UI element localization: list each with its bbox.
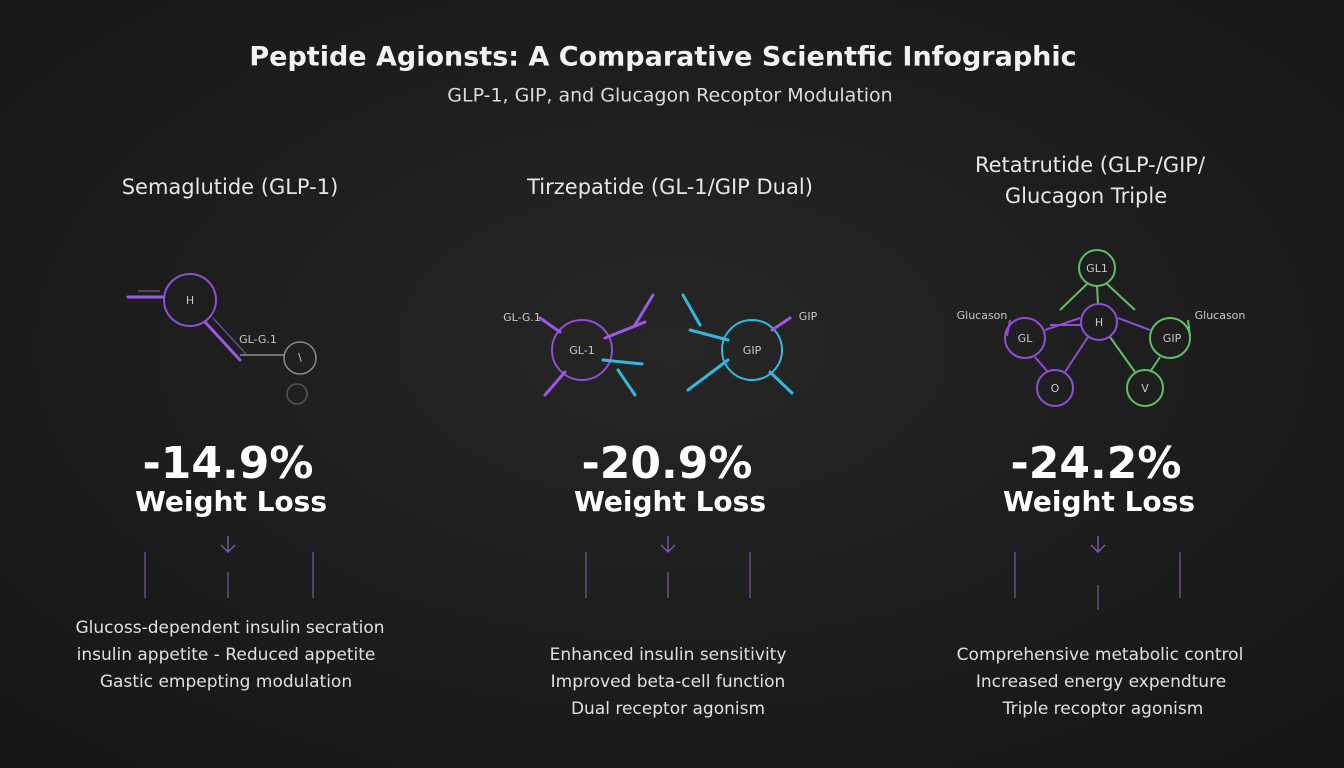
arrow [220, 536, 236, 554]
bond [1096, 285, 1099, 305]
bond [686, 358, 730, 392]
column-title: Glucagon Triple [1005, 184, 1167, 208]
benefit: Glucoss-dependent insulin secration [75, 618, 384, 638]
node-label: GL-G.1 [239, 333, 277, 346]
subtitle: GLP-1, GIP, and Glucagon Recoptor Modula… [447, 85, 892, 107]
title: Peptide Agionsts: A Comparative Scientfi… [249, 42, 1076, 73]
molecule-node [721, 319, 783, 381]
bond [616, 368, 637, 397]
bond [1034, 356, 1049, 373]
column-title: Semaglutide (GLP-1) [122, 175, 339, 199]
stat-value: -24.2% [1011, 438, 1182, 489]
bond [688, 328, 730, 342]
arrow [1090, 536, 1106, 554]
molecule-node [283, 341, 317, 375]
column-title: Tirzepatide (GL-1/GIP Dual) [526, 175, 813, 199]
bond [1109, 336, 1136, 373]
benefit: Comprehensive metabolic control [957, 645, 1244, 665]
molecule-node [1149, 317, 1191, 359]
node-label: GL1 [1086, 262, 1108, 275]
node-label: GIP [799, 310, 818, 323]
stat-label: Weight Loss [135, 485, 327, 518]
molecule-node [163, 273, 217, 327]
benefit: Enhanced insulin sensitivity [550, 645, 787, 665]
molecule-node [286, 383, 308, 405]
stat-label: Weight Loss [1003, 485, 1195, 518]
benefit: Triple recoptor agonism [1002, 699, 1204, 719]
stat-value: -20.9% [582, 438, 753, 489]
bond [768, 370, 794, 395]
bond [1149, 356, 1161, 373]
bond [770, 316, 792, 332]
benefit: insulin appetite - Reduced appetite [77, 645, 376, 665]
node-label: GIP [1163, 332, 1182, 345]
benefit: Dual receptor agonism [571, 699, 765, 719]
arrow [660, 536, 676, 554]
bond [203, 320, 242, 362]
bond [603, 320, 647, 340]
benefit: Improved beta-cell function [551, 672, 786, 692]
node-label: V [1141, 382, 1149, 395]
node-label: H [1095, 316, 1103, 329]
bond [1064, 336, 1089, 373]
bond [633, 293, 655, 327]
node-label: GL-G.1 [503, 311, 541, 324]
node-label: GL [1018, 332, 1034, 345]
stat-label: Weight Loss [574, 485, 766, 518]
bond [1117, 317, 1151, 331]
node-label: GL-1 [569, 344, 594, 357]
column-title: Retatrutide (GLP-/GIP/ [975, 153, 1206, 177]
bond [601, 358, 644, 366]
bond [538, 316, 562, 334]
molecule-node [1004, 317, 1046, 359]
molecule-node [1036, 369, 1074, 407]
molecule-node [551, 319, 613, 381]
stat-value: -14.9% [143, 438, 314, 489]
molecule-node [1126, 369, 1164, 407]
bond [1106, 283, 1136, 311]
bond [212, 317, 247, 355]
node-label: Glucason [1195, 309, 1246, 322]
node-label: H [186, 294, 194, 307]
benefit: Gastic empepting modulation [100, 672, 352, 692]
bond [1059, 283, 1088, 311]
node-label: O [1051, 382, 1060, 395]
node-label: \ [298, 351, 302, 364]
benefit: Increased energy expendture [976, 672, 1226, 692]
molecule-node [1078, 249, 1116, 287]
node-label: GIP [743, 344, 762, 357]
node-label: Glucason [957, 309, 1008, 322]
bond [681, 293, 702, 327]
molecule-node [1080, 303, 1118, 341]
bond [543, 370, 567, 397]
